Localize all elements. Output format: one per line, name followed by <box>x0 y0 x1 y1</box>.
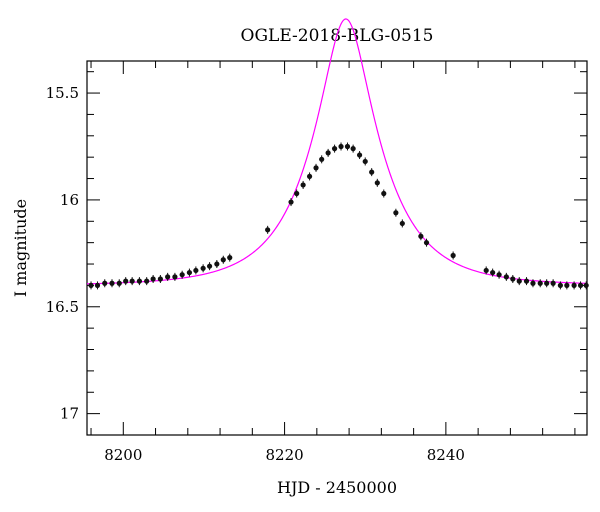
x-tick-label: 8200 <box>104 446 142 464</box>
data-point <box>369 169 375 175</box>
x-axis-label: HJD - 2450000 <box>277 478 397 497</box>
data-point <box>88 282 94 288</box>
y-tick-label: 16 <box>60 191 79 209</box>
data-point <box>193 267 199 274</box>
data-point <box>356 152 363 158</box>
data-point <box>418 233 424 239</box>
data-point <box>399 220 405 227</box>
data-point <box>116 280 122 286</box>
data-point <box>102 280 108 286</box>
data-point <box>165 274 171 280</box>
data-point <box>144 278 150 284</box>
data-point <box>393 210 399 216</box>
data-point <box>172 274 178 280</box>
data-point <box>450 252 456 259</box>
data-point <box>564 282 570 288</box>
data-point <box>350 146 356 152</box>
data-point <box>381 190 387 197</box>
data-point <box>288 199 294 205</box>
data-point <box>325 150 331 156</box>
y-tick-label: 16.5 <box>46 298 79 316</box>
data-point <box>206 263 213 269</box>
data-point <box>265 227 271 233</box>
data-point <box>109 280 115 286</box>
data-point <box>571 282 577 288</box>
data-point <box>294 190 300 197</box>
data-point <box>530 280 536 286</box>
data-point <box>583 282 589 288</box>
data-point <box>331 146 338 152</box>
axis-tick-labels: 8200 8220 8240 15.5 16 16.5 17 <box>46 84 465 464</box>
y-tick-label: 17 <box>60 405 79 423</box>
data-points <box>88 142 589 290</box>
data-point <box>423 240 430 246</box>
data-point <box>374 180 380 186</box>
plot-frame <box>86 60 588 436</box>
data-point <box>577 282 584 288</box>
data-point <box>300 182 306 188</box>
data-point <box>523 278 530 284</box>
x-tick-label: 8240 <box>427 446 465 464</box>
data-point <box>306 173 313 180</box>
data-point <box>483 267 489 274</box>
data-point <box>214 261 220 267</box>
data-point <box>503 274 509 280</box>
data-point <box>496 272 502 278</box>
data-point <box>94 282 101 288</box>
data-point <box>136 278 143 284</box>
x-tick-label: 8220 <box>265 446 303 464</box>
data-point <box>220 257 226 263</box>
data-point <box>129 278 135 284</box>
data-point <box>362 158 368 165</box>
data-point <box>516 278 522 284</box>
data-point <box>537 280 543 286</box>
data-point <box>544 280 550 286</box>
model-curve <box>86 18 588 285</box>
data-point <box>186 269 193 276</box>
data-point <box>200 265 206 271</box>
data-point <box>179 272 185 278</box>
y-axis-label: I magnitude <box>11 199 30 297</box>
data-point <box>319 156 325 162</box>
data-point <box>490 269 496 276</box>
data-point <box>313 165 319 171</box>
data-point <box>510 276 516 282</box>
data-point <box>557 282 563 288</box>
y-tick-label: 15.5 <box>46 84 79 102</box>
axis-ticks <box>87 61 587 436</box>
data-point <box>338 143 344 150</box>
data-point <box>150 276 156 282</box>
data-point <box>550 280 556 286</box>
data-point <box>123 278 129 284</box>
data-point <box>227 255 233 261</box>
data-point <box>157 276 163 282</box>
data-point <box>344 143 351 150</box>
